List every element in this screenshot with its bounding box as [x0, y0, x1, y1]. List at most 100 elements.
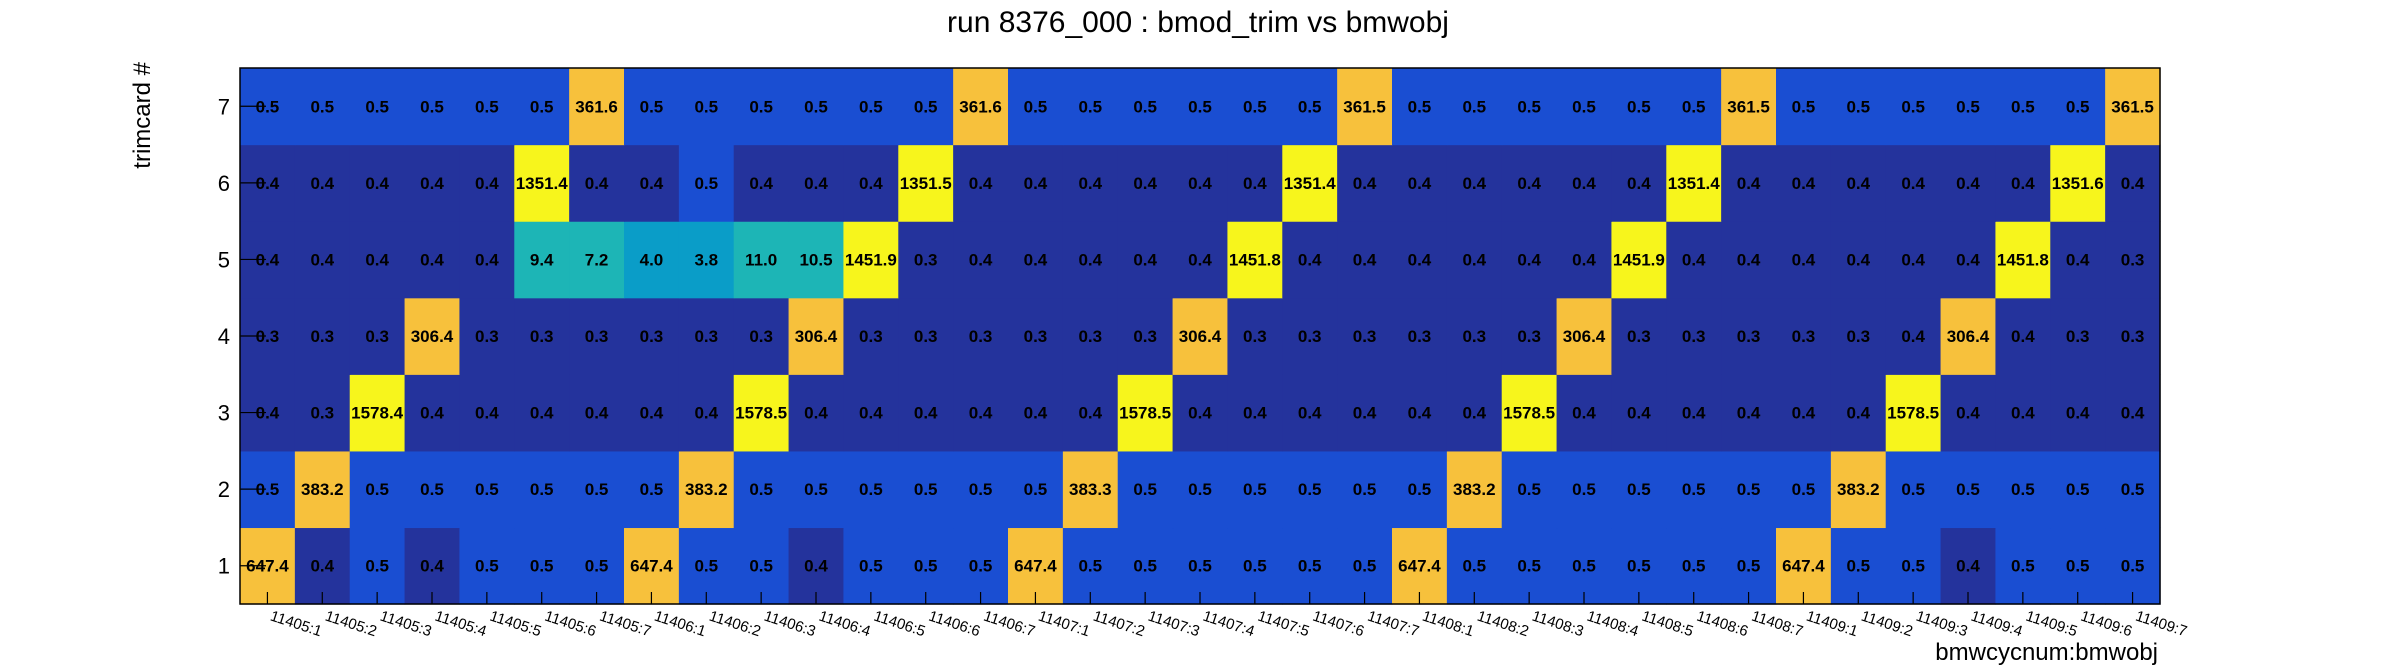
- cell-value-label: 0.5: [859, 557, 883, 576]
- cell-value-label: 0.5: [1462, 97, 1486, 116]
- heatmap-cell: [1776, 527, 1832, 605]
- heatmap-cell: [1501, 297, 1558, 375]
- x-tick-label: 11406:6: [926, 608, 982, 641]
- cell-value-label: 0.3: [310, 404, 334, 423]
- heatmap-cell: [1501, 68, 1558, 146]
- x-tick-label: 11408:2: [1475, 608, 1531, 641]
- cell-value-label: 1351.4: [1668, 174, 1721, 193]
- heatmap-cell: [569, 144, 625, 222]
- cell-value-label: 0.5: [1846, 97, 1870, 116]
- heatmap-cell: [953, 144, 1009, 222]
- heatmap-cell: [788, 450, 845, 529]
- cell-value-label: 0.4: [1517, 250, 1541, 269]
- heatmap-cell: [1611, 221, 1667, 299]
- cell-value-label: 0.4: [1572, 404, 1596, 423]
- heatmap-cell: [1392, 450, 1448, 529]
- cell-value-label: 647.4: [1782, 557, 1825, 576]
- x-tick-label: 11407:5: [1256, 608, 1312, 641]
- x-tick-label: 11406:3: [762, 608, 818, 641]
- cell-value-label: 0.5: [749, 480, 773, 499]
- cell-value-label: 0.3: [1627, 327, 1651, 346]
- x-tick-label: 11406:4: [817, 608, 873, 641]
- cell-value-label: 0.3: [1737, 327, 1761, 346]
- heatmap-cell: [788, 297, 845, 375]
- cell-value-label: 0.4: [1901, 327, 1925, 346]
- cell-value-label: 0.3: [1682, 327, 1706, 346]
- cell-value-label: 1351.6: [2052, 174, 2104, 193]
- cell-value-label: 0.4: [969, 250, 993, 269]
- cell-value-label: 0.4: [969, 174, 993, 193]
- heatmap-cell: [624, 374, 680, 452]
- heatmap-cell: [1392, 527, 1448, 605]
- heatmap-cell: [733, 374, 790, 452]
- cell-value-label: 0.5: [1956, 480, 1980, 499]
- heatmap-cell: [349, 527, 406, 605]
- heatmap-cell: [1172, 450, 1229, 529]
- cell-value-label: 0.3: [2121, 250, 2145, 269]
- heatmap-cell: [1556, 450, 1613, 529]
- cell-value-label: 0.5: [1078, 97, 1102, 116]
- heatmap-cell: [1282, 374, 1338, 452]
- heatmap-cell: [1282, 221, 1338, 299]
- heatmap-cell: [1611, 297, 1667, 375]
- cell-value-label: 0.4: [256, 404, 280, 423]
- cell-value-label: 0.4: [310, 557, 334, 576]
- heatmap-cell: [1940, 144, 1997, 222]
- heatmap-cell: [1008, 144, 1064, 222]
- x-tick-label: 11406:1: [652, 608, 708, 641]
- x-tick-label: 11406:2: [707, 608, 763, 641]
- heatmap-cell: [1885, 221, 1942, 299]
- heatmap-cell: [953, 68, 1009, 146]
- cell-value-label: 0.5: [1901, 480, 1925, 499]
- cell-value-label: 0.4: [640, 404, 664, 423]
- cell-value-label: 0.4: [1408, 404, 1432, 423]
- cell-value-label: 0.4: [1682, 404, 1706, 423]
- heatmap-cell: [1117, 144, 1174, 222]
- heatmap-cell: [459, 527, 515, 605]
- cell-value-label: 0.4: [1188, 404, 1212, 423]
- heatmap-cell: [788, 527, 845, 605]
- heatmap-cell: [1227, 374, 1283, 452]
- heatmap-cell: [1117, 221, 1174, 299]
- x-tick-label: 11408:5: [1640, 608, 1696, 641]
- cell-value-label: 0.3: [310, 327, 334, 346]
- cell-value-label: 0.4: [1682, 250, 1706, 269]
- heatmap-cell: [843, 68, 899, 146]
- heatmap-cell: [1172, 297, 1229, 375]
- x-tick-label: 11408:1: [1420, 608, 1476, 641]
- heatmap-cell: [953, 221, 1009, 299]
- cell-value-label: 0.5: [1024, 97, 1048, 116]
- cell-value-label: 0.3: [1462, 327, 1486, 346]
- x-tick-label: 11409:1: [1804, 608, 1860, 641]
- heatmap-cell: [1117, 297, 1174, 375]
- heatmap-cell: [514, 144, 570, 222]
- heatmap-cell: [1446, 527, 1503, 605]
- heatmap-cell: [294, 450, 351, 529]
- heatmap-cell: [1885, 374, 1942, 452]
- cell-value-label: 0.5: [1517, 480, 1541, 499]
- heatmap-cell: [1940, 527, 1997, 605]
- heatmap-cell: [1776, 144, 1832, 222]
- cell-value-label: 0.4: [1188, 250, 1212, 269]
- cell-value-label: 0.3: [1353, 327, 1377, 346]
- cell-value-label: 0.4: [1792, 174, 1816, 193]
- cell-value-label: 0.4: [310, 250, 334, 269]
- heatmap-cell: [843, 527, 899, 605]
- cell-value-label: 0.5: [1682, 480, 1706, 499]
- cell-value-label: 0.4: [475, 404, 499, 423]
- cell-value-label: 1351.4: [1284, 174, 1337, 193]
- cell-value-label: 0.4: [804, 557, 828, 576]
- heatmap-cell: [1117, 374, 1174, 452]
- cell-value-label: 0.4: [1024, 250, 1048, 269]
- heatmap-cell: [1282, 68, 1338, 146]
- cell-value-label: 361.5: [1727, 97, 1770, 116]
- cell-value-label: 0.3: [1846, 327, 1870, 346]
- cell-value-label: 0.3: [585, 327, 609, 346]
- cell-value-label: 306.4: [411, 327, 454, 346]
- heatmap-cell: [1995, 527, 2051, 605]
- heatmap-cell: [678, 527, 735, 605]
- heatmap-cell: [569, 374, 625, 452]
- cell-value-label: 361.6: [575, 97, 618, 116]
- cell-value-label: 0.5: [585, 480, 609, 499]
- heatmap-cell: [1062, 527, 1119, 605]
